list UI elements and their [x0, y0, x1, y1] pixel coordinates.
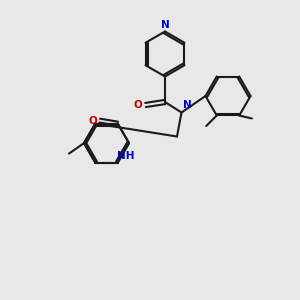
Text: N: N — [160, 20, 169, 30]
Text: O: O — [88, 116, 97, 126]
Text: O: O — [133, 100, 142, 110]
Text: N: N — [183, 100, 192, 110]
Text: NH: NH — [117, 151, 134, 160]
